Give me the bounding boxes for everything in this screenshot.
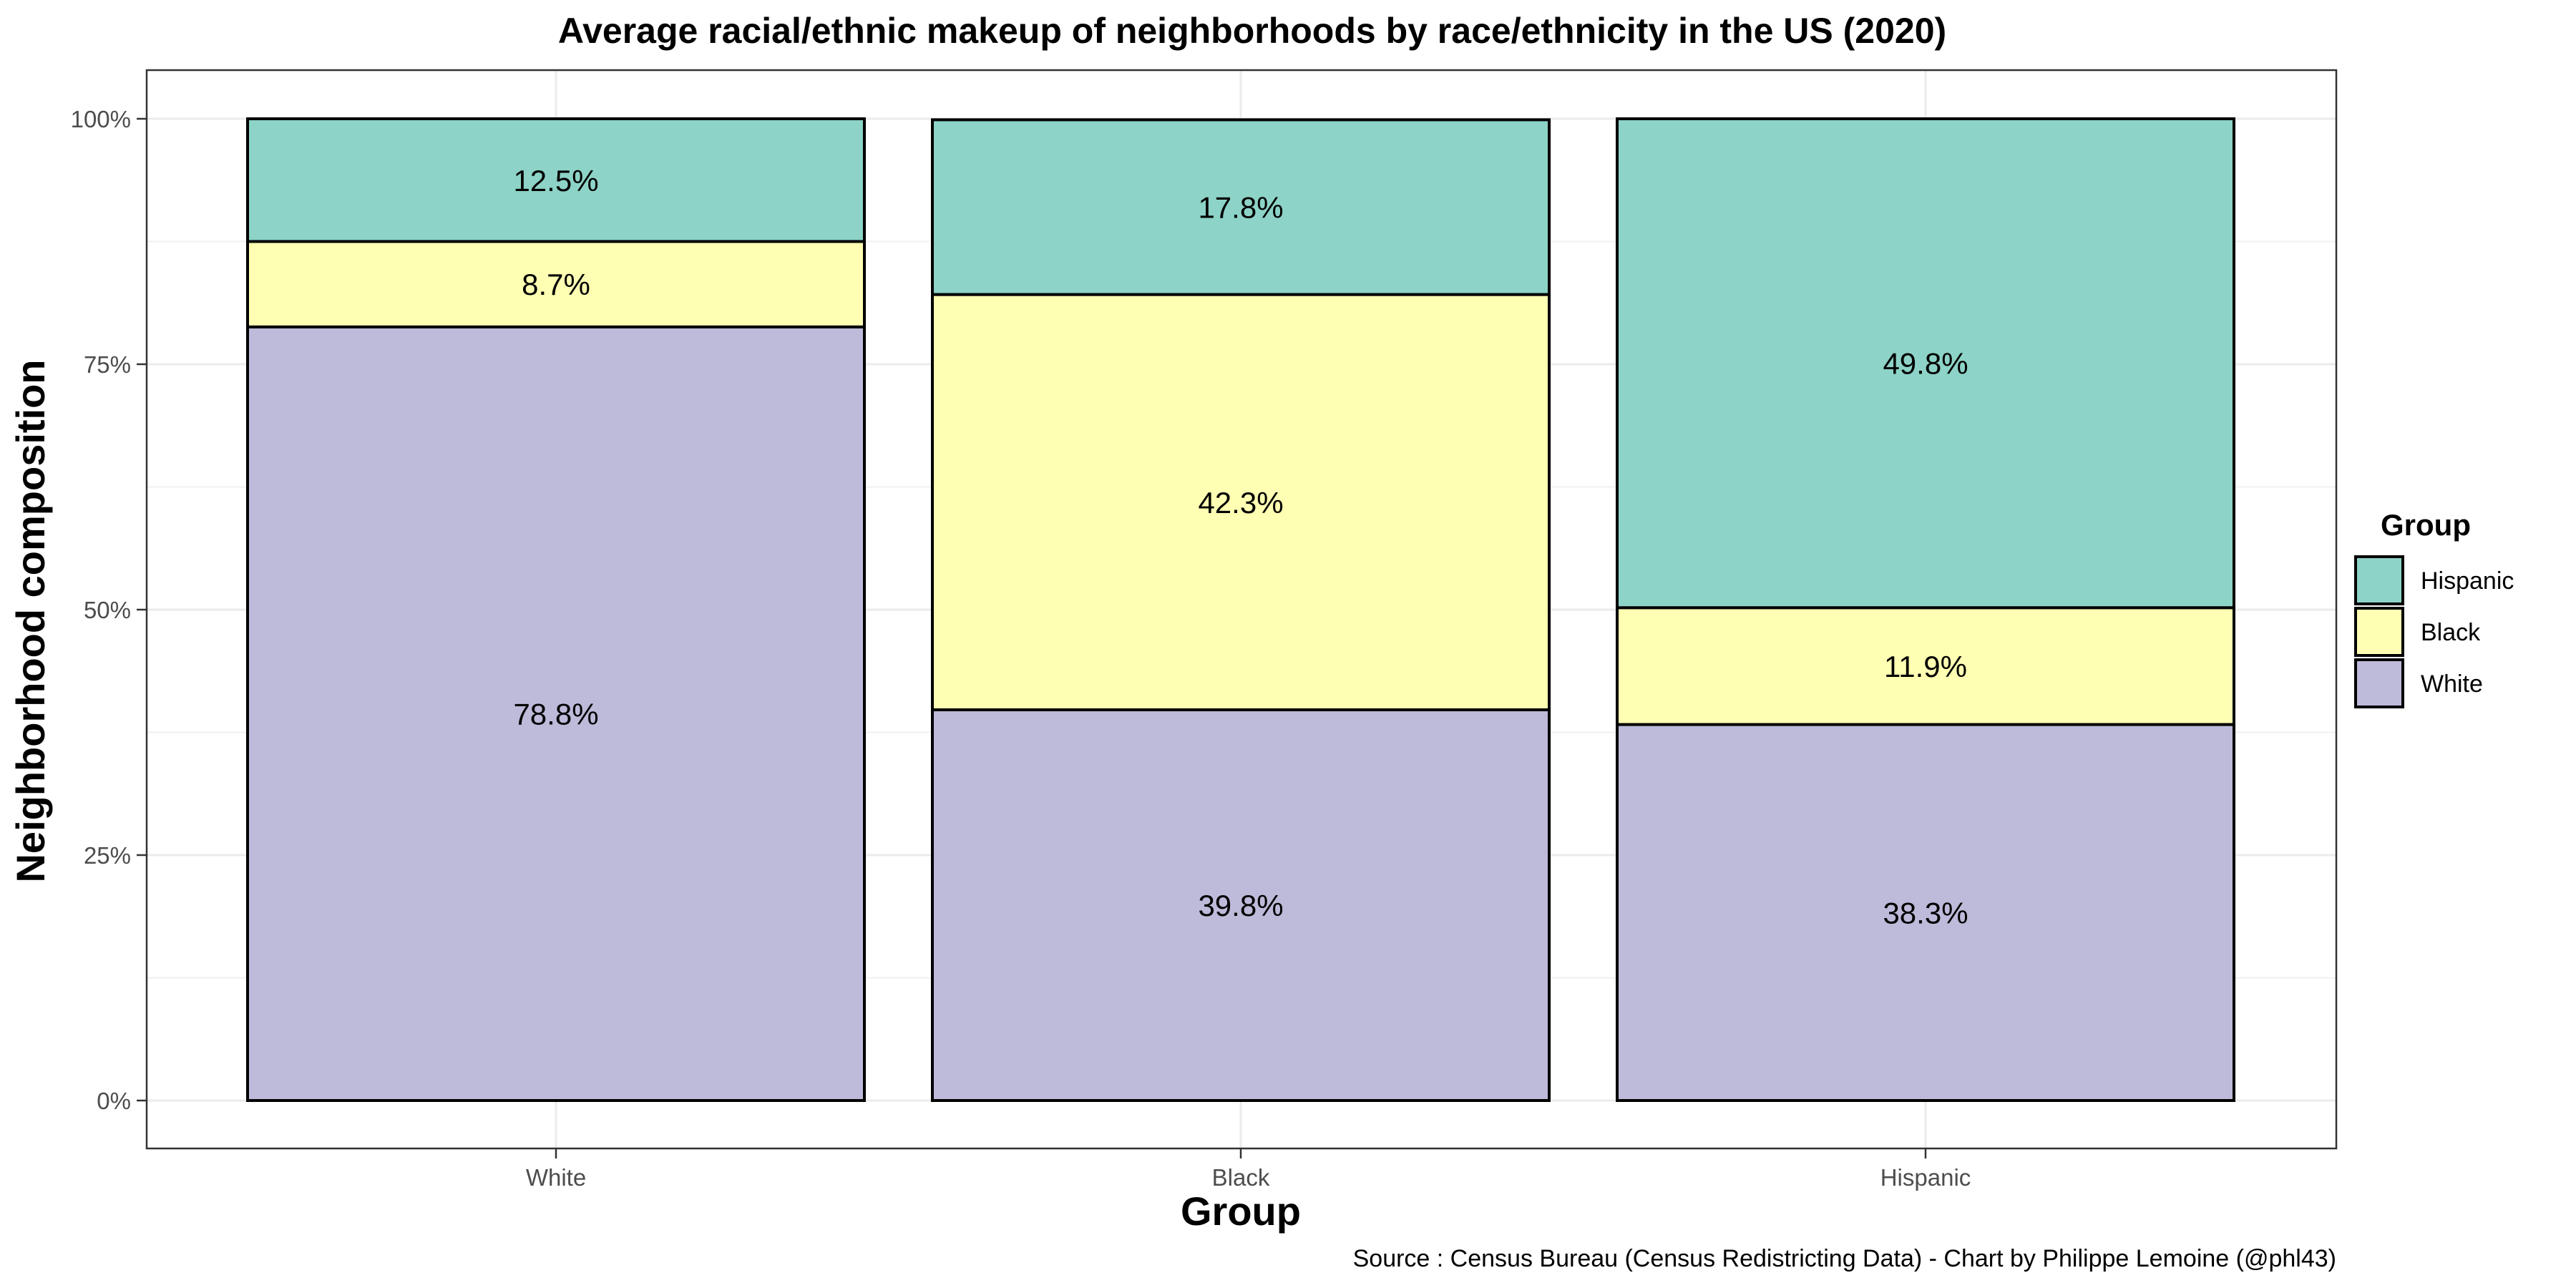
bar-white-hispanic	[246, 117, 866, 243]
x-axis-ticks: White Black Hispanic	[526, 1148, 1971, 1191]
y-tick-label: 50%	[84, 597, 131, 623]
bars	[246, 117, 2235, 1102]
bar-black-white	[931, 708, 1551, 1102]
bar-white-white	[246, 325, 866, 1102]
legend: Group Hispanic Black White	[2354, 508, 2514, 708]
legend-label-hispanic: Hispanic	[2421, 567, 2514, 595]
y-tick-label: 75%	[84, 351, 131, 378]
data-label-hispanic-black: 11.9%	[1884, 650, 1967, 683]
y-tick-label: 0%	[97, 1088, 131, 1114]
x-axis-title: Group	[1181, 1189, 1301, 1234]
data-label-black-hispanic: 17.8%	[1198, 190, 1283, 224]
bar-black-black	[931, 293, 1551, 711]
x-tick-label: White	[526, 1164, 586, 1191]
x-tick-label: Hispanic	[1880, 1164, 1971, 1191]
legend-label-white: White	[2421, 670, 2483, 698]
bar-hispanic-black	[1616, 606, 2235, 726]
legend-label-black: Black	[2421, 619, 2481, 646]
legend-key-black	[2354, 607, 2404, 657]
y-tick-label: 25%	[84, 842, 131, 869]
bar-black-hispanic	[931, 118, 1551, 296]
data-label-hispanic-white: 38.3%	[1883, 896, 1968, 930]
data-label-hispanic-hispanic: 49.8%	[1883, 347, 1968, 381]
y-axis-ticks: 0% 25% 50% 75% 100%	[71, 106, 147, 1114]
data-label-black-white: 39.8%	[1198, 889, 1283, 922]
data-label-white-black: 8.7%	[522, 268, 590, 301]
legend-key-white	[2354, 658, 2404, 708]
legend-title: Group	[2381, 508, 2471, 542]
source-caption: Source : Census Bureau (Census Redistric…	[1353, 1245, 2336, 1272]
segment-labels: 78.8% 8.7% 12.5% 39.8% 42.3% 17.8% 38.3% 11.9% 4…	[513, 164, 1968, 930]
data-label-white-white: 78.8%	[513, 697, 598, 731]
data-label-black-black: 42.3%	[1198, 486, 1283, 519]
legend-key-hispanic	[2354, 555, 2404, 605]
chart-title: Average racial/ethnic makeup of neighbor…	[558, 11, 1946, 51]
y-axis-title: Neighborhood composition	[8, 359, 53, 882]
bar-white-black	[246, 240, 866, 328]
bar-hispanic-hispanic	[1616, 117, 2235, 610]
y-tick-label: 100%	[71, 106, 131, 132]
data-label-white-hispanic: 12.5%	[513, 164, 598, 197]
x-tick-label: Black	[1212, 1164, 1270, 1191]
